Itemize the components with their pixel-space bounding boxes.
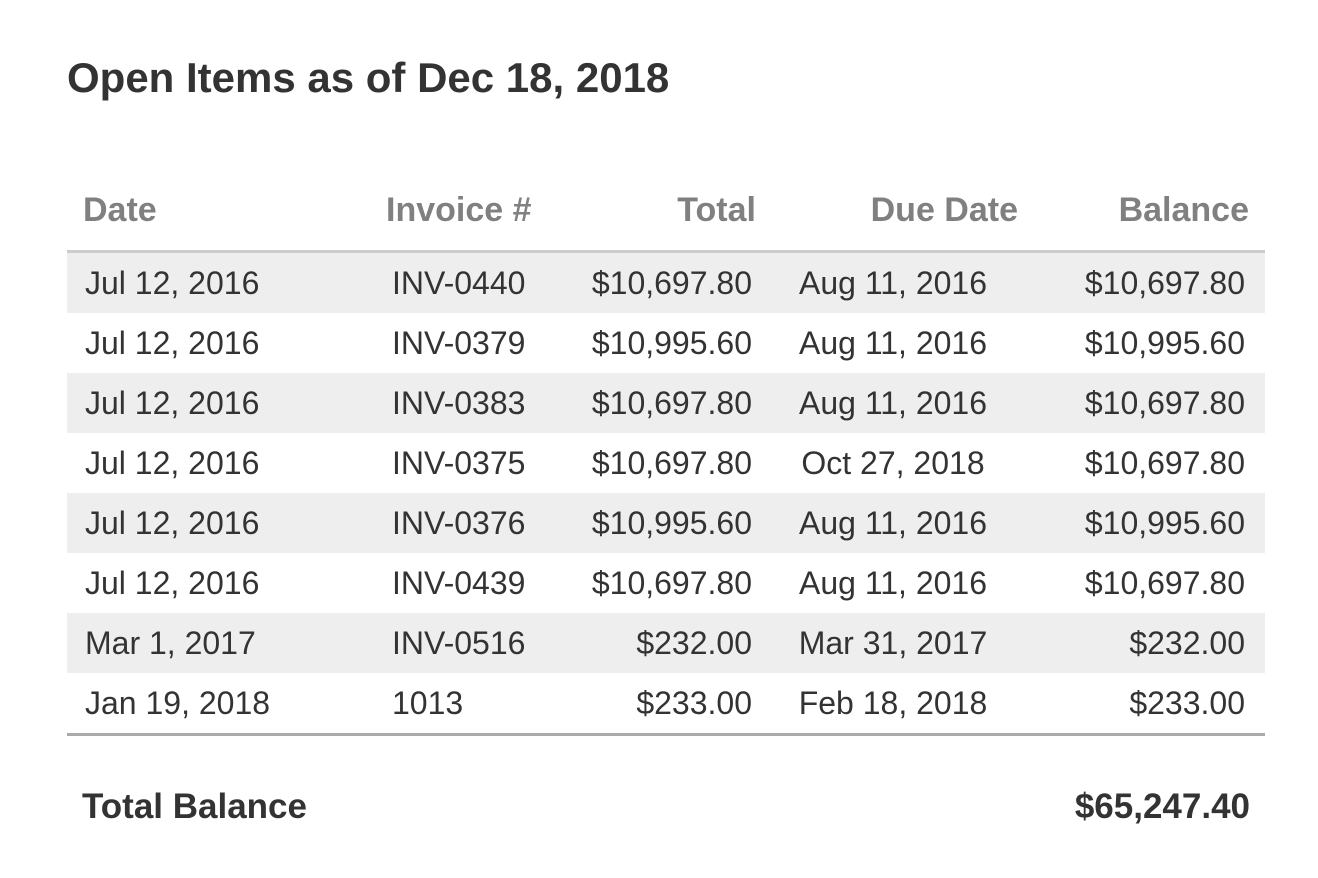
table-header-row: Date Invoice # Total Due Date Balance	[67, 170, 1265, 253]
cell-due-date: Aug 11, 2016	[798, 324, 987, 361]
cell-due-date: Aug 11, 2016	[772, 493, 1034, 553]
open-items-table: Date Invoice # Total Due Date Balance Ju…	[67, 170, 1265, 736]
table-row: Jul 12, 2016 INV-0379 $10,995.60 Aug 11,…	[67, 313, 1265, 373]
cell-date: Jul 12, 2016	[85, 564, 260, 601]
table-row: Jul 12, 2016 INV-0376 $10,995.60 Aug 11,…	[67, 493, 1265, 553]
page-title: Open Items as of Dec 18, 2018	[67, 54, 670, 101]
table-row: Mar 1, 2017 INV-0516 $232.00 Mar 31, 201…	[67, 613, 1265, 673]
cell-total: $10,697.80	[591, 564, 752, 601]
cell-balance: $233.00	[1034, 673, 1265, 736]
cell-balance: $10,697.80	[1034, 373, 1265, 433]
cell-invoice: 1013	[352, 673, 552, 736]
cell-invoice: INV-0383	[352, 373, 552, 433]
cell-total: $10,995.60	[552, 493, 772, 553]
cell-total: $233.00	[552, 673, 772, 736]
cell-balance: $10,697.80	[1084, 564, 1245, 601]
cell-balance: $232.00	[1034, 613, 1265, 673]
cell-date: Jul 12, 2016	[85, 324, 260, 361]
column-header-due-date: Due Date	[772, 170, 1034, 253]
cell-due-date: Aug 11, 2016	[798, 564, 987, 601]
cell-invoice: INV-0516	[352, 613, 552, 673]
cell-invoice: INV-0376	[352, 493, 552, 553]
cell-total: $232.00	[552, 613, 772, 673]
cell-due-date: Aug 11, 2016	[772, 373, 1034, 433]
column-header-date: Date	[67, 170, 352, 253]
total-balance-value: $65,247.40	[1074, 787, 1250, 826]
table-row: Jul 12, 2016 INV-0440 $10,697.80 Aug 11,…	[67, 251, 1265, 313]
cell-total: $10,697.80	[552, 373, 772, 433]
cell-due-date: Oct 27, 2018	[801, 444, 985, 481]
cell-date: Jul 12, 2016	[67, 251, 352, 313]
cell-date: Jan 19, 2018	[67, 673, 352, 736]
cell-date: Jul 12, 2016	[85, 444, 260, 481]
cell-due-date: Feb 18, 2018	[772, 673, 1034, 736]
column-header-invoice: Invoice #	[352, 170, 552, 253]
cell-total: $10,697.80	[591, 444, 752, 481]
cell-balance: $10,995.60	[1084, 324, 1245, 361]
cell-balance: $10,697.80	[1084, 444, 1245, 481]
table-row: Jul 12, 2016 INV-0375 $10,697.80 Oct 27,…	[67, 433, 1265, 493]
cell-total: $10,995.60	[591, 324, 752, 361]
cell-date: Jul 12, 2016	[67, 493, 352, 553]
cell-total: $10,697.80	[552, 251, 772, 313]
cell-balance: $10,697.80	[1034, 251, 1265, 313]
cell-due-date: Aug 11, 2016	[772, 251, 1034, 313]
table-row: Jul 12, 2016 INV-0439 $10,697.80 Aug 11,…	[67, 553, 1265, 613]
table-row: Jan 19, 2018 1013 $233.00 Feb 18, 2018 $…	[67, 673, 1265, 736]
cell-balance: $10,995.60	[1034, 493, 1265, 553]
cell-invoice: INV-0439	[392, 564, 526, 601]
table-row: Jul 12, 2016 INV-0383 $10,697.80 Aug 11,…	[67, 373, 1265, 433]
cell-invoice: INV-0375	[392, 444, 526, 481]
cell-date: Mar 1, 2017	[67, 613, 352, 673]
column-header-balance: Balance	[1034, 170, 1265, 253]
cell-due-date: Mar 31, 2017	[772, 613, 1034, 673]
cell-invoice: INV-0379	[392, 324, 526, 361]
cell-invoice: INV-0440	[352, 251, 552, 313]
total-balance-row: Total Balance $65,247.40	[82, 786, 1250, 828]
cell-date: Jul 12, 2016	[67, 373, 352, 433]
total-balance-label: Total Balance	[82, 787, 307, 826]
column-header-total: Total	[552, 170, 772, 253]
